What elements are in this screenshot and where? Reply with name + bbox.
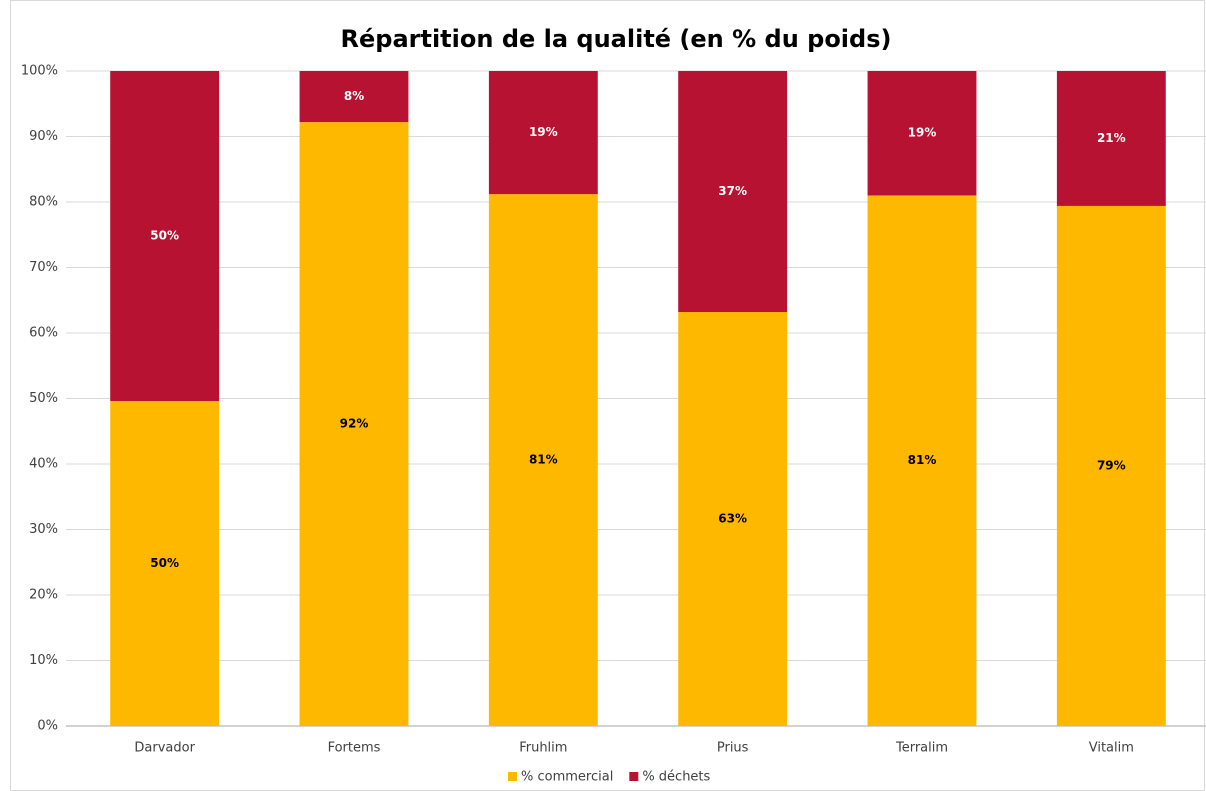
data-label: 50% <box>150 556 179 570</box>
y-tick-label: 60% <box>29 326 58 341</box>
x-tick-label: Fortems <box>328 741 381 756</box>
data-label: 19% <box>529 125 558 139</box>
bar-segment <box>678 312 788 726</box>
y-tick-label: 10% <box>29 653 58 668</box>
data-label: 21% <box>1097 131 1126 145</box>
legend-swatch <box>508 772 517 781</box>
chart-title: Répartition de la qualité (en % du poids… <box>341 25 892 53</box>
y-tick-label: 70% <box>29 260 58 275</box>
x-tick-label: Vitalim <box>1089 741 1134 756</box>
data-label: 79% <box>1097 458 1126 472</box>
x-tick-label: Fruhlim <box>519 741 567 756</box>
legend-label: % déchets <box>642 770 710 785</box>
data-label: 37% <box>718 184 747 198</box>
bar-segment <box>299 71 409 123</box>
data-label: 81% <box>908 453 937 467</box>
bar-segment <box>488 194 598 726</box>
data-label: 81% <box>529 453 558 467</box>
data-label: 92% <box>340 417 369 431</box>
bar-segment <box>110 71 220 402</box>
bar-segment <box>867 195 977 726</box>
y-tick-label: 20% <box>29 588 58 603</box>
y-tick-label: 80% <box>29 195 58 210</box>
legend-label: % commercial <box>521 770 613 785</box>
bar-segment <box>488 71 598 195</box>
bar-segment <box>1056 71 1166 206</box>
bar-segment <box>678 71 788 313</box>
data-label: 8% <box>344 89 364 103</box>
data-label: 19% <box>908 126 937 140</box>
x-tick-label: Prius <box>717 741 749 756</box>
legend-swatch <box>629 772 639 781</box>
y-tick-label: 100% <box>21 64 58 79</box>
y-tick-label: 40% <box>29 457 58 472</box>
bar-segment <box>867 71 977 196</box>
y-tick-label: 30% <box>29 522 58 537</box>
bar-segment <box>299 122 409 727</box>
bar-segment <box>110 401 220 726</box>
data-label: 63% <box>718 512 747 526</box>
data-label: 50% <box>150 229 179 243</box>
y-tick-label: 90% <box>29 129 58 144</box>
bar-segment <box>1056 205 1166 726</box>
y-tick-label: 0% <box>37 719 58 734</box>
x-tick-label: Darvador <box>134 741 195 756</box>
y-tick-label: 50% <box>29 391 58 406</box>
x-tick-label: Terralim <box>895 741 948 756</box>
